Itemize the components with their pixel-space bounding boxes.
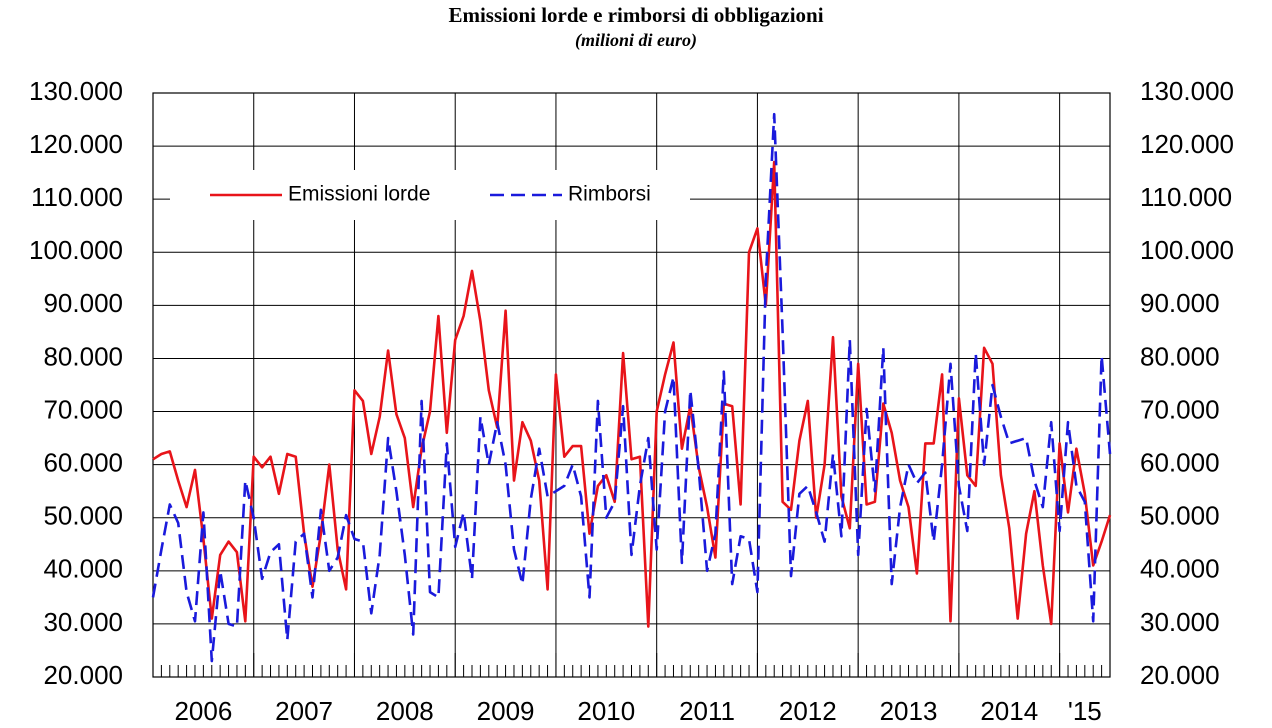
x-tick-label: 2010 [577,696,635,726]
y-tick-label: 80.000 [43,341,123,371]
y2-tick-label: 110.000 [1140,182,1232,212]
chart-title: Emissioni lorde e rimborsi di obbligazio… [448,3,823,27]
y-tick-label: 100.000 [29,235,123,265]
x-tick-label: '15 [1068,696,1102,726]
legend-label: Emissioni lorde [288,183,430,206]
y-tick-label: 110.000 [31,182,123,212]
y2-tick-label: 40.000 [1140,554,1220,584]
y-tick-label: 120.000 [29,129,123,159]
y2-tick-label: 60.000 [1140,448,1220,478]
y-tick-label: 40.000 [43,554,123,584]
y2-tick-label: 130.000 [1140,76,1234,106]
y-tick-label: 20.000 [43,660,123,690]
x-tick-label: 2006 [174,696,232,726]
y-tick-label: 70.000 [43,394,123,424]
x-tick-label: 2013 [880,696,938,726]
x-tick-label: 2011 [679,696,735,726]
y2-tick-label: 50.000 [1140,501,1220,531]
y-tick-label: 60.000 [43,448,123,478]
x-tick-label: 2008 [376,696,434,726]
x-tick-label: 2012 [779,696,837,726]
legend-label: Rimborsi [568,183,651,206]
x-tick-label: 2014 [980,696,1038,726]
y2-tick-label: 30.000 [1140,607,1220,637]
series-line [152,160,1112,628]
y-tick-label: 130.000 [29,76,123,106]
x-tick-label: 2007 [275,696,333,726]
chart-subtitle: (milioni di euro) [575,30,697,51]
y2-tick-label: 70.000 [1140,394,1220,424]
y-tick-label: 50.000 [43,501,123,531]
plot-border [152,92,1111,678]
y2-tick-label: 80.000 [1140,341,1220,371]
y-tick-label: 90.000 [43,288,123,318]
series-line [151,112,1112,663]
y2-tick-label: 90.000 [1140,288,1220,318]
y2-tick-label: 100.000 [1140,235,1234,265]
y-tick-label: 30.000 [43,607,123,637]
y2-tick-label: 120.000 [1140,129,1234,159]
x-tick-label: 2009 [477,696,535,726]
y2-tick-label: 20.000 [1140,660,1220,690]
